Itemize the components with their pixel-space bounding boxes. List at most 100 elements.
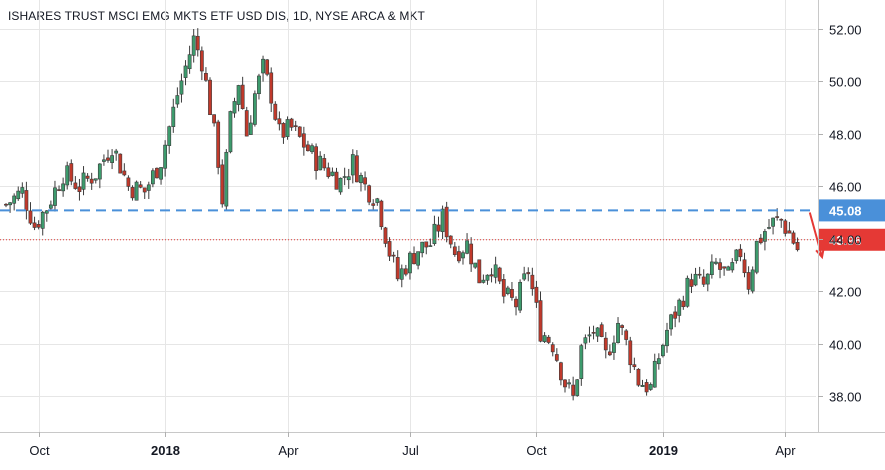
- candle: [795, 237, 800, 252]
- candle: [187, 45, 192, 74]
- candle-body: [612, 342, 616, 353]
- candle-body: [367, 185, 372, 203]
- candle: [81, 166, 86, 196]
- candle: [293, 120, 298, 132]
- candle: [146, 181, 151, 200]
- candle-body: [734, 249, 739, 262]
- candle-body: [661, 344, 665, 357]
- candle: [12, 193, 17, 211]
- candle: [387, 237, 392, 261]
- candle-body: [742, 259, 747, 274]
- candle: [718, 258, 722, 279]
- candle-body: [550, 344, 555, 353]
- candle-body: [534, 286, 539, 303]
- candle-body: [628, 340, 633, 366]
- candle-body: [416, 251, 421, 266]
- candle: [48, 200, 53, 211]
- candle: [632, 357, 637, 370]
- candle: [583, 334, 588, 350]
- candle-body: [420, 241, 425, 254]
- candle: [709, 254, 714, 279]
- candle: [416, 251, 421, 270]
- candle-body: [771, 217, 775, 227]
- candle-body: [371, 203, 376, 206]
- candle-body: [559, 362, 563, 381]
- candle: [461, 250, 465, 265]
- candle: [636, 368, 641, 387]
- candle: [783, 219, 788, 237]
- candle: [326, 162, 331, 179]
- candle: [236, 84, 241, 112]
- candle-body: [542, 335, 547, 342]
- candle-body: [310, 145, 314, 153]
- candle-body: [530, 274, 535, 290]
- price-axis[interactable]: 52.00 50.00 48.00 46.00 44.00 42.00 40.00 38.00: [818, 23, 862, 405]
- candle-body: [722, 266, 727, 269]
- candle: [195, 28, 200, 57]
- candle-body: [436, 224, 441, 232]
- candle: [155, 167, 159, 179]
- candle-body: [175, 95, 180, 105]
- candle-body: [12, 195, 17, 204]
- candle: [97, 163, 102, 189]
- candle: [473, 262, 478, 269]
- candle-body: [24, 190, 29, 211]
- candle: [754, 240, 759, 275]
- candle: [424, 241, 429, 255]
- candle-body: [599, 324, 604, 337]
- candle: [571, 376, 576, 401]
- candle-body: [261, 58, 265, 74]
- candle-body: [204, 72, 208, 81]
- candle: [44, 210, 49, 222]
- candle-body: [583, 337, 588, 344]
- candle: [261, 55, 265, 82]
- candle-body: [48, 204, 53, 209]
- candle: [758, 234, 763, 245]
- candle: [505, 285, 510, 296]
- candle-body: [289, 118, 294, 128]
- candle-body: [220, 164, 225, 205]
- candle: [85, 173, 90, 182]
- candle-body: [102, 159, 106, 162]
- candle: [477, 259, 482, 284]
- candle-body: [461, 252, 465, 259]
- candle-body: [199, 50, 204, 72]
- candle-body: [244, 110, 249, 137]
- candle: [693, 267, 698, 287]
- candle-body: [579, 345, 584, 379]
- candle: [53, 180, 57, 212]
- candle-body: [28, 210, 33, 224]
- candle-body: [395, 257, 400, 280]
- candle: [640, 379, 645, 387]
- candle-body: [208, 79, 212, 116]
- candle: [306, 140, 310, 152]
- candle: [522, 266, 527, 282]
- candle: [542, 332, 547, 343]
- candle-body: [326, 167, 331, 177]
- time-axis[interactable]: Oct 2018 Apr Jul Oct 2019 Apr: [29, 432, 796, 458]
- candle-body: [457, 251, 461, 262]
- candle: [628, 336, 633, 374]
- candle-body: [346, 176, 351, 181]
- candle: [334, 167, 339, 190]
- candle: [465, 233, 469, 255]
- candle: [559, 361, 563, 386]
- candle-body: [306, 144, 310, 152]
- candle-body: [114, 150, 119, 154]
- candle: [648, 382, 653, 391]
- candle-body: [236, 85, 241, 105]
- candle: [399, 264, 404, 288]
- candle: [183, 60, 188, 86]
- candle: [212, 114, 216, 127]
- candle-body: [428, 245, 433, 247]
- candle: [607, 344, 612, 357]
- candle-body: [32, 222, 37, 228]
- candle: [36, 220, 41, 230]
- candle-body: [85, 175, 90, 179]
- candle: [281, 122, 286, 144]
- candle-body: [97, 163, 102, 180]
- candle: [167, 125, 172, 154]
- candle-body: [787, 230, 792, 234]
- candle-body: [183, 65, 188, 78]
